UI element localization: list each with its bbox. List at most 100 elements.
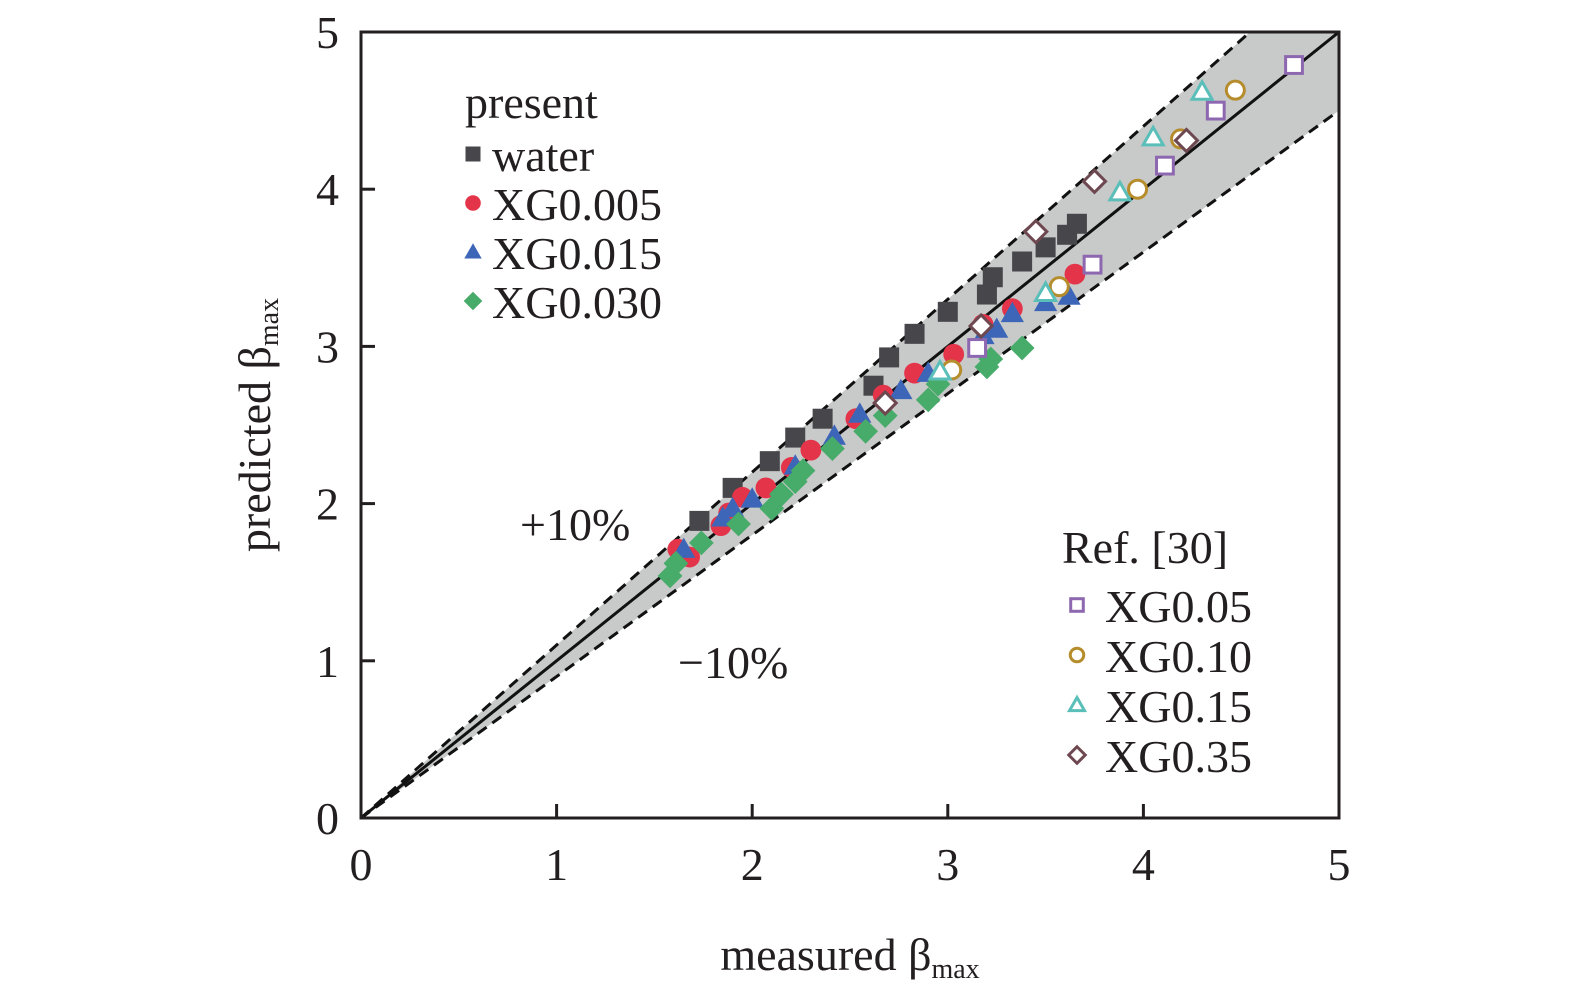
x-tick-label: 3 <box>936 839 959 890</box>
plus-10-percent-label: +10% <box>520 499 630 550</box>
y-tick-label: 3 <box>316 321 339 372</box>
legend-marker-diamond-icon <box>463 291 483 311</box>
legend-marker-circle-icon <box>1068 646 1086 664</box>
data-point <box>688 530 714 556</box>
legend-label: XG0.015 <box>492 228 662 279</box>
data-point <box>976 284 997 305</box>
data-point <box>740 487 764 508</box>
y-tick-label: 0 <box>316 793 339 844</box>
x-tick-label: 5 <box>1328 839 1351 890</box>
y-axis-title: predicted βmax <box>229 298 285 552</box>
legend-marker-triangle-icon <box>1066 694 1088 713</box>
data-point <box>904 323 925 344</box>
legend-label: XG0.15 <box>1105 681 1252 732</box>
data-point <box>1000 301 1024 323</box>
data-point <box>759 451 780 472</box>
data-point <box>819 436 845 461</box>
data-point <box>790 458 816 483</box>
data-point <box>822 424 846 445</box>
data-point <box>937 301 958 322</box>
y-tick-label: 2 <box>316 479 339 530</box>
legend-marker-circle-icon <box>465 195 481 211</box>
legend-marker-square-icon <box>465 146 481 162</box>
x-axis-title-sub: max <box>931 954 979 985</box>
legend-title: present <box>465 77 598 128</box>
data-point <box>872 389 899 417</box>
series-xg0-05 <box>967 55 1304 358</box>
data-point <box>1012 251 1033 272</box>
data-point <box>1057 284 1081 305</box>
data-point <box>1081 168 1108 195</box>
data-point <box>1205 100 1226 121</box>
data-point <box>1284 55 1304 75</box>
data-point <box>812 408 833 429</box>
legend-label: XG0.005 <box>492 179 662 230</box>
x-tick-label: 1 <box>545 839 568 890</box>
x-axis-title-main: measured β <box>720 929 931 980</box>
lower-bound-line <box>361 109 1339 818</box>
legend-label: XG0.05 <box>1105 581 1252 632</box>
legend-label: XG0.35 <box>1105 731 1252 782</box>
data-point <box>1022 218 1049 245</box>
data-point <box>1035 237 1056 258</box>
x-tick-label: 0 <box>350 839 373 890</box>
data-point <box>1155 155 1175 176</box>
y-tick-label: 1 <box>316 636 339 687</box>
minus-10-percent-label: −10% <box>678 637 788 688</box>
data-point <box>985 317 1009 338</box>
data-point <box>769 481 794 507</box>
data-point <box>848 402 872 423</box>
series-xg0-15 <box>927 78 1215 381</box>
data-point <box>1224 79 1246 101</box>
data-point <box>889 378 913 400</box>
data-point <box>672 537 696 558</box>
data-point <box>915 387 941 413</box>
data-point <box>1009 335 1035 361</box>
legend-label: XG0.030 <box>492 277 662 328</box>
plot-frame <box>359 30 1341 820</box>
data-point <box>943 343 965 365</box>
data-point <box>1107 179 1133 202</box>
data-point <box>663 550 689 576</box>
data-point <box>1189 78 1215 101</box>
y-tick-label: 5 <box>316 7 339 58</box>
data-point <box>726 511 751 537</box>
data-point <box>1173 127 1200 154</box>
x-axis-title: measured βmax <box>720 929 979 985</box>
data-point <box>785 427 806 448</box>
data-points-layer <box>657 55 1304 589</box>
data-point <box>1064 263 1086 285</box>
data-point <box>1066 213 1087 234</box>
legend-marker-square-icon <box>1069 597 1085 613</box>
legend-title: Ref. [30] <box>1062 522 1228 573</box>
legend-marker-diamond-icon <box>1066 744 1088 766</box>
data-point <box>967 312 995 340</box>
data-point <box>1048 276 1070 298</box>
data-point <box>1033 279 1059 302</box>
data-point <box>982 267 1003 288</box>
legend-label: water <box>492 130 594 181</box>
y-tick-label: 4 <box>316 164 339 215</box>
upper-bound-line <box>361 32 1253 818</box>
y-axis-title-sub: max <box>254 298 285 346</box>
data-point <box>689 510 710 531</box>
data-point <box>879 347 900 368</box>
x-tick-label: 2 <box>741 839 764 890</box>
data-point <box>1127 178 1149 200</box>
legend-marker-triangle-icon <box>464 243 482 259</box>
data-point <box>1140 124 1166 147</box>
data-point <box>927 358 953 381</box>
y-axis-title-main: predicted β <box>229 346 280 552</box>
data-point <box>1082 254 1103 275</box>
x-tick-label: 4 <box>1132 839 1155 890</box>
data-point <box>853 418 879 444</box>
legend-label: XG0.10 <box>1105 631 1252 682</box>
data-point <box>967 338 988 358</box>
series-xg0-35 <box>872 127 1200 417</box>
data-point <box>800 439 822 461</box>
axes-layer: 0 1 2 3 4 5 0 1 2 3 4 5 <box>316 7 1351 890</box>
